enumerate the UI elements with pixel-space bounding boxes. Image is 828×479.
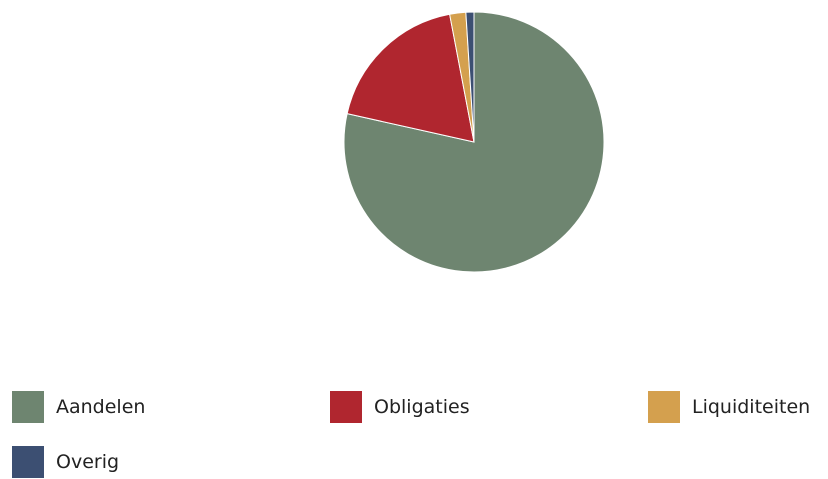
legend-label-aandelen: Aandelen: [56, 396, 146, 418]
legend-label-liquiditeiten: Liquiditeiten: [692, 396, 811, 418]
pie-chart: [343, 11, 605, 273]
legend-item-overig[interactable]: Overig: [12, 445, 119, 479]
legend-item-aandelen[interactable]: Aandelen: [12, 390, 145, 424]
legend-swatch-obligaties: [330, 391, 362, 423]
pie-slice-aandelen[interactable]: [343, 11, 605, 273]
pie-slice-obligaties[interactable]: [346, 13, 475, 143]
pie-slice-overig[interactable]: [465, 11, 475, 143]
legend-swatch-overig: [12, 446, 44, 478]
legend-label-overig: Overig: [56, 451, 120, 473]
chart-legend: Aandelen Obligaties Liquiditeiten Overig: [0, 385, 828, 479]
legend-item-obligaties[interactable]: Obligaties: [330, 390, 470, 424]
legend-item-liquiditeiten[interactable]: Liquiditeiten: [648, 390, 810, 424]
pie-slices: [343, 11, 605, 273]
legend-label-obligaties: Obligaties: [374, 396, 470, 418]
legend-swatch-aandelen: [12, 391, 44, 423]
legend-swatch-liquiditeiten: [648, 391, 680, 423]
